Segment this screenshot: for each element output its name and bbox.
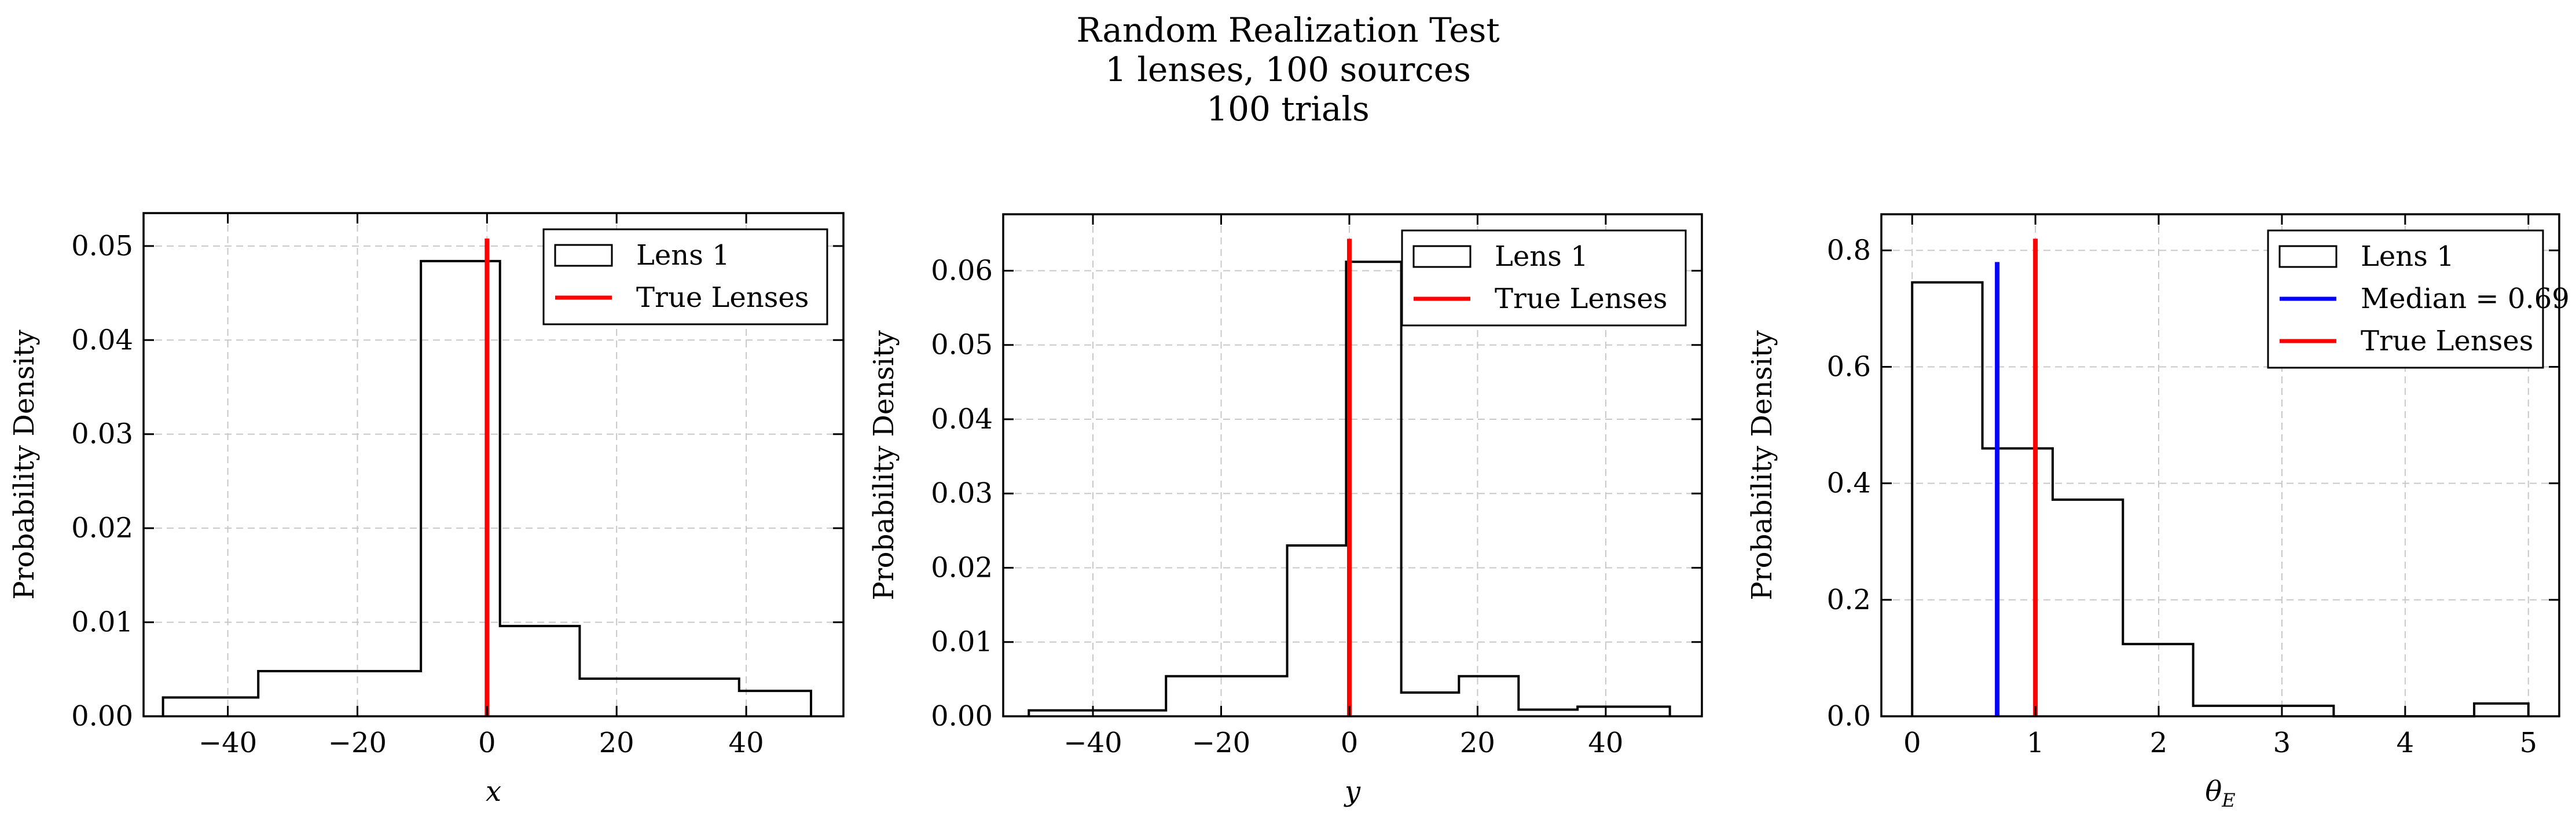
chart-panel-1: −40 −20 0 20 40 0.00 0.01 0.02 0.03 0.04 0.05 x Prob… xyxy=(8,212,845,808)
x-tick-label: −20 xyxy=(1192,727,1250,759)
x-axis-label-subscript: E xyxy=(2221,789,2235,811)
x-tick-label: −40 xyxy=(199,727,257,759)
legend-patch-icon xyxy=(1412,245,1472,268)
legend-patch-icon xyxy=(554,244,613,267)
figure-title-line-3: 100 trials xyxy=(1206,89,1370,129)
y-axis-label: Probability Density xyxy=(8,329,41,599)
legend-label: True Lenses xyxy=(636,281,809,314)
y-tick-label: 0.05 xyxy=(71,230,133,262)
legend-label: True Lenses xyxy=(1495,283,1667,315)
legend-label: Lens 1 xyxy=(1495,240,1588,273)
y-tick-label: 0.02 xyxy=(71,512,133,544)
figure-title: Random Realization Test 1 lenses, 100 so… xyxy=(0,10,2576,129)
x-axis-label: x xyxy=(486,775,501,808)
x-tick-label: 0 xyxy=(478,727,496,759)
figure-title-line-1: Random Realization Test xyxy=(1076,10,1500,50)
x-tick-label: 20 xyxy=(599,727,634,759)
x-tick-label: 20 xyxy=(1460,727,1495,759)
x-tick-label: 2 xyxy=(2150,727,2168,759)
x-tick-label: 3 xyxy=(2273,727,2291,759)
y-tick-label: 0.8 xyxy=(1827,234,1871,266)
y-tick-label: 0.4 xyxy=(1827,467,1871,500)
y-tick-label: 0.06 xyxy=(931,254,993,287)
y-tick-label: 0.00 xyxy=(931,700,993,733)
histogram-lens-1 xyxy=(1911,281,2530,717)
x-tick-label: −20 xyxy=(328,727,387,759)
figure-title-line-2: 1 lenses, 100 sources xyxy=(1105,50,1471,89)
x-tick-label: 40 xyxy=(729,727,764,759)
x-axis-label: y xyxy=(1344,775,1361,808)
x-tick-label: −40 xyxy=(1063,727,1122,759)
x-tick-label: 0 xyxy=(1341,727,1359,759)
plot-frame xyxy=(1002,213,1703,717)
histogram-lens-1 xyxy=(1028,261,1671,716)
x-tick-label: 4 xyxy=(2397,727,2414,759)
y-tick-label: 0.04 xyxy=(71,324,133,356)
legend: Lens 1 True Lenses xyxy=(1401,229,1687,327)
y-tick-label: 0.03 xyxy=(71,418,133,451)
x-tick-label: 5 xyxy=(2519,727,2537,759)
legend-label: True Lenses xyxy=(2361,325,2533,357)
y-tick-label: 0.01 xyxy=(71,606,133,639)
y-tick-label: 0.04 xyxy=(931,403,993,435)
legend: Lens 1 True Lenses xyxy=(542,228,828,325)
y-tick-label: 0.00 xyxy=(71,700,133,733)
y-tick-label: 0.0 xyxy=(1827,700,1871,733)
y-tick-label: 0.03 xyxy=(931,477,993,510)
x-tick-label: 40 xyxy=(1588,727,1623,759)
y-tick-label: 0.02 xyxy=(931,551,993,584)
legend-label: Lens 1 xyxy=(2361,240,2454,273)
histogram-lens-1 xyxy=(162,259,813,716)
y-axis-label: Probability Density xyxy=(1746,330,1778,600)
x-axis-label: θE xyxy=(2205,775,2235,811)
legend-label: Lens 1 xyxy=(636,239,730,272)
plot-frame xyxy=(1880,213,2560,717)
x-tick-label: 0 xyxy=(1903,727,1921,759)
legend-label: Median = 0.69 xyxy=(2361,283,2570,315)
x-tick-label: 1 xyxy=(2027,727,2045,759)
legend: Lens 1 Median = 0.69 True Lenses xyxy=(2267,229,2570,369)
chart-panel-3: 0 1 2 3 4 5 0.0 0.2 0.4 0.6 0.8 θE Probability Densi… xyxy=(1746,213,2570,811)
chart-panel-2: −40 −20 0 20 40 0.00 0.01 0.02 0.03 0.04 0.05 0.06 y… xyxy=(868,213,1703,808)
y-tick-label: 0.6 xyxy=(1827,351,1871,383)
y-tick-label: 0.01 xyxy=(931,626,993,658)
y-tick-label: 0.05 xyxy=(931,329,993,361)
plot-frame xyxy=(142,212,845,717)
legend-patch-icon xyxy=(2278,245,2338,268)
y-tick-label: 0.2 xyxy=(1827,584,1871,616)
y-axis-label: Probability Density xyxy=(868,330,900,600)
